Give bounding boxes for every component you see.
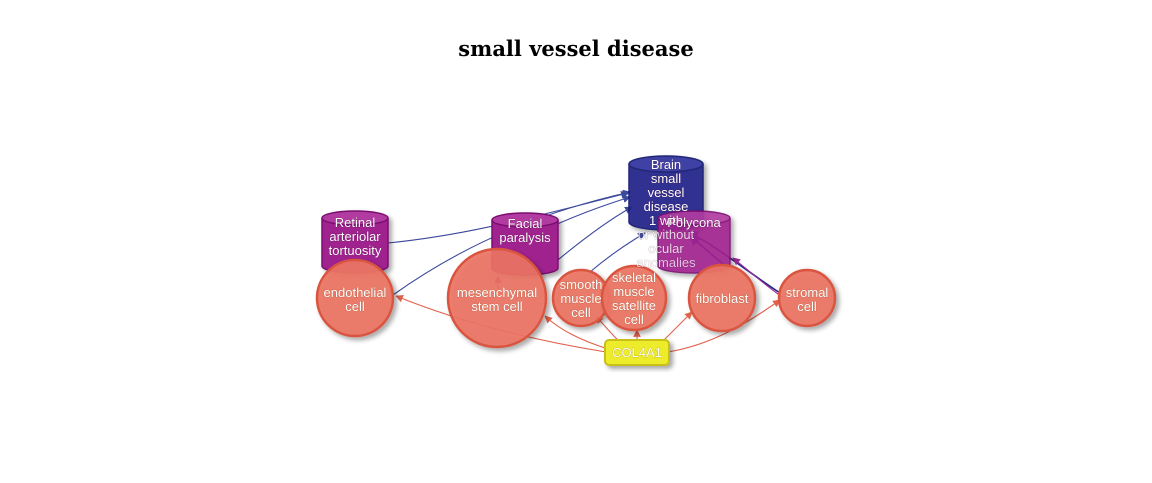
- label-skeletal-4: cell: [624, 312, 644, 327]
- node-col4a1-gene[interactable]: [604, 339, 670, 366]
- label-brain-8: anomalies: [636, 255, 696, 270]
- edge-gene-mesenchymal: [544, 315, 609, 350]
- label-skeletal-1: skeletal: [612, 270, 656, 285]
- label-brain-6: or without: [638, 227, 695, 242]
- label-endothelial-1: endothelial: [324, 285, 387, 300]
- node-labels: Retinal arteriolar tortuosity Facial par…: [323, 157, 829, 361]
- label-retinal-1: Retinal: [335, 215, 376, 230]
- label-brain-3: vessel: [648, 185, 685, 200]
- label-retinal-2: arteriolar: [329, 229, 381, 244]
- label-smooth-1: smooth: [560, 277, 603, 292]
- page-title: small vessel disease: [458, 36, 694, 61]
- label-brain-2: small: [651, 171, 681, 186]
- label-brain-5: 1 with: [649, 213, 683, 228]
- label-smooth-3: cell: [571, 305, 591, 320]
- label-polycona: Polycona: [667, 215, 721, 230]
- label-skeletal-3: satellite: [612, 298, 656, 313]
- node-mesenchymal-stem-cell[interactable]: [446, 247, 548, 349]
- edge-stromal-polycona: [732, 257, 783, 298]
- label-brain-1: Brain: [651, 157, 681, 172]
- edge-facial-brain: [554, 195, 631, 226]
- label-stromal-1: stromal: [786, 285, 829, 300]
- label-stromal-2: cell: [797, 299, 817, 314]
- label-skeletal-2: muscle: [613, 284, 654, 299]
- edge-gene-stromal: [667, 299, 781, 353]
- label-mesenchymal-2: stem cell: [471, 299, 522, 314]
- node-fibroblast[interactable]: [687, 263, 757, 333]
- label-facial-2: paralysis: [499, 230, 551, 245]
- node-skeletal-muscle-satellite-cell[interactable]: [600, 264, 668, 332]
- node-retinal-arteriolar-tortuosity[interactable]: [321, 210, 389, 274]
- label-retinal-3: tortuosity: [329, 243, 382, 258]
- label-endothelial-2: cell: [345, 299, 365, 314]
- edge-smooth-brain: [589, 232, 646, 273]
- label-fibroblast: fibroblast: [696, 291, 749, 306]
- label-facial-1: Facial: [508, 216, 543, 231]
- label-mesenchymal-1: mesenchymal: [457, 285, 537, 300]
- label-brain-7: ocular: [648, 241, 684, 256]
- label-col4a1: COL4A1: [612, 345, 662, 360]
- node-stromal-cell[interactable]: [777, 268, 837, 328]
- label-brain-4: disease: [644, 199, 689, 214]
- label-smooth-2: muscle: [560, 291, 601, 306]
- node-polycona[interactable]: [657, 210, 731, 274]
- node-endothelial-cell[interactable]: [315, 258, 395, 338]
